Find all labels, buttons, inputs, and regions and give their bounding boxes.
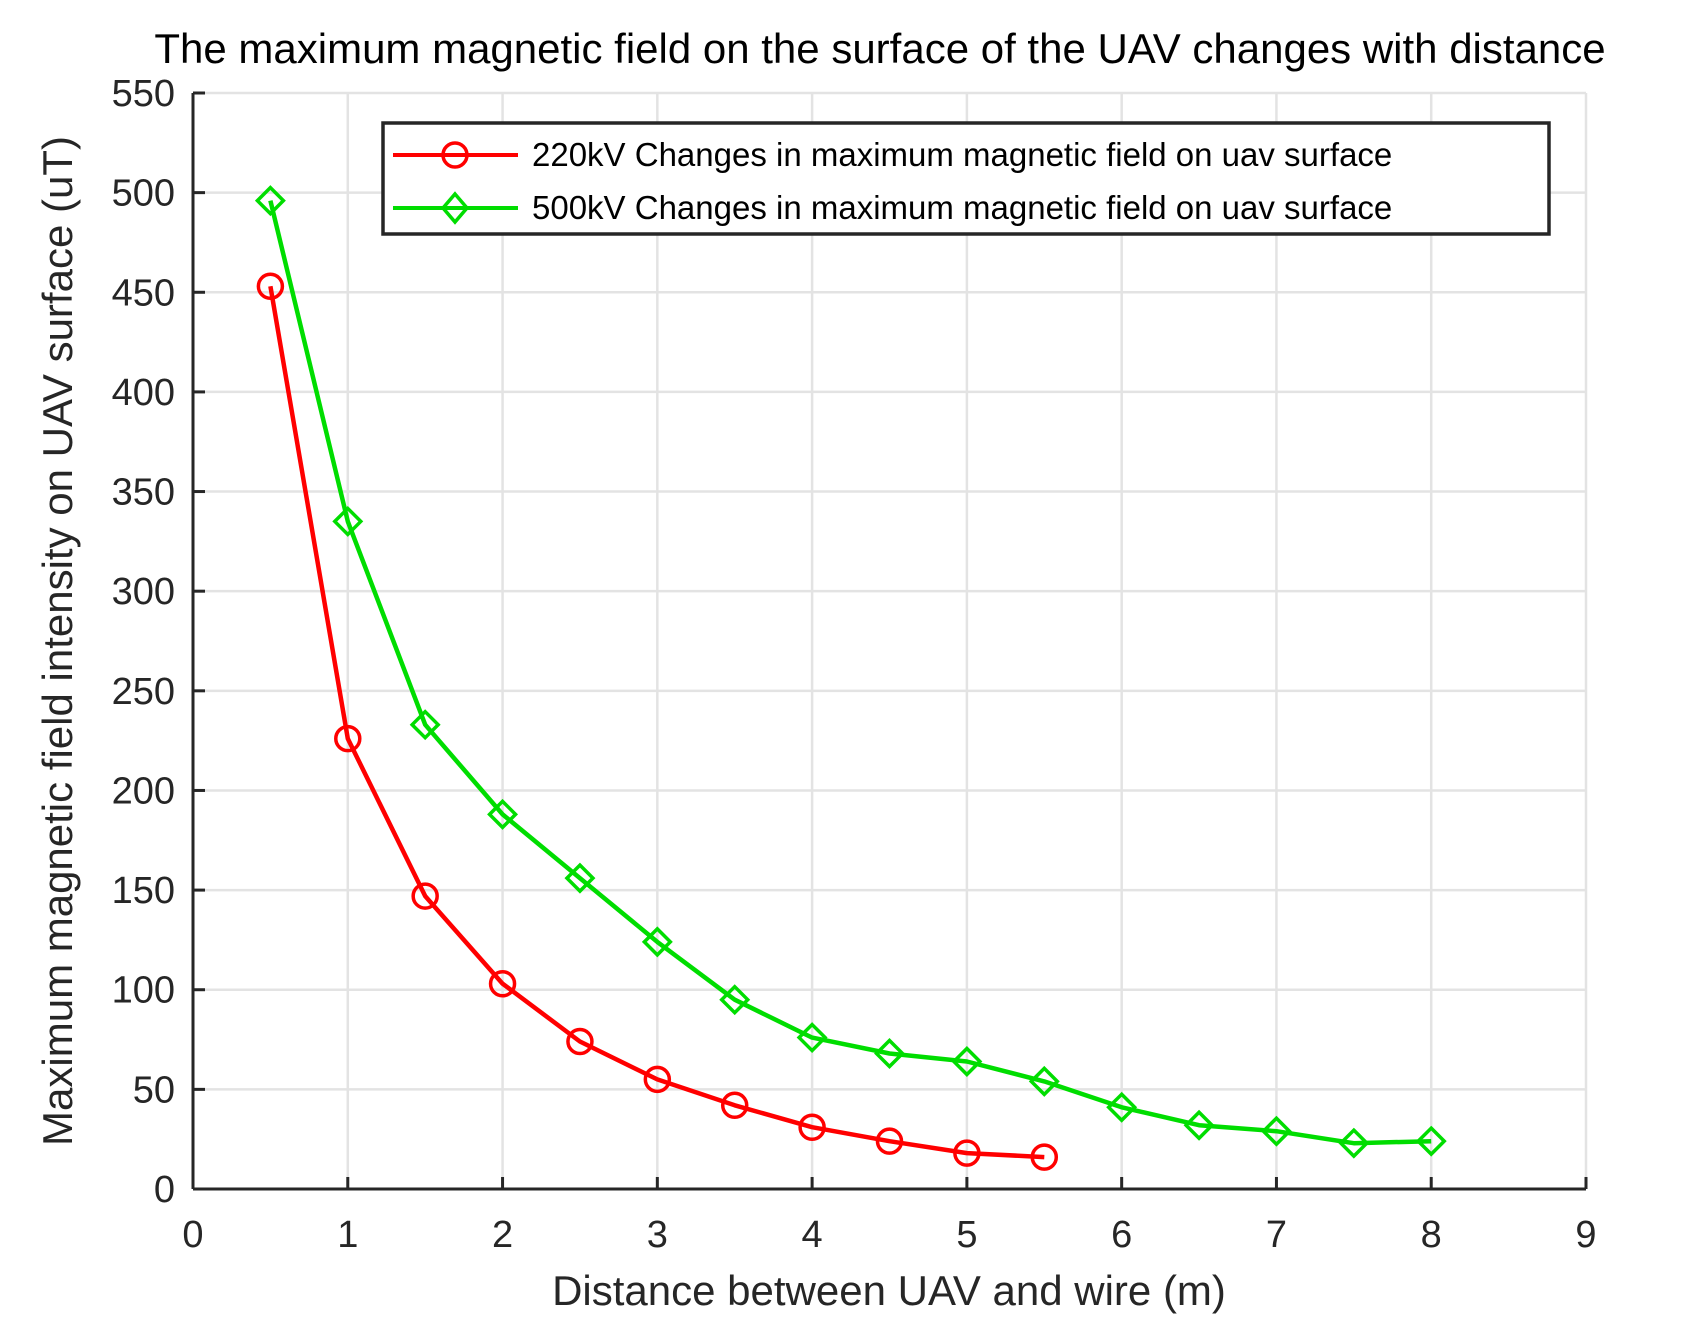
y-axis-ticks: 0 50 100 150 200 250 300 350 400 450 500 550 [112, 73, 205, 1211]
data-point-500kv [409, 709, 441, 741]
data-point-220kv [566, 1027, 594, 1056]
data-point-500kv [487, 798, 519, 830]
y-tick-label: 450 [112, 272, 175, 314]
y-tick-label: 350 [112, 472, 175, 514]
data-point-500kv [1106, 1091, 1138, 1123]
legend-marker-500kv [440, 191, 470, 225]
y-tick-label: 550 [112, 73, 175, 115]
x-tick-label: 6 [1111, 1214, 1132, 1256]
data-point-500kv [641, 926, 673, 958]
x-axis-ticks: 0 1 2 3 4 5 6 7 8 9 [182, 1177, 1597, 1256]
x-tick-label: 2 [492, 1214, 513, 1256]
x-tick-label: 4 [802, 1214, 823, 1256]
y-axis-title: Maximum magnetic field intensity on UAV … [34, 136, 81, 1146]
x-tick-label: 8 [1421, 1214, 1442, 1256]
data-point-500kv [874, 1038, 905, 1069]
data-point-500kv [1028, 1065, 1060, 1097]
x-axis-title: Distance between UAV and wire (m) [552, 1267, 1226, 1314]
legend-label-220kv: 220kV Changes in maximum magnetic field … [532, 136, 1392, 173]
y-tick-label: 400 [112, 372, 175, 414]
legend: 220kV Changes in maximum magnetic field … [381, 121, 1551, 236]
x-tick-label: 1 [337, 1214, 358, 1256]
y-tick-label: 500 [112, 173, 175, 215]
legend-marker-220kv [441, 141, 469, 169]
y-tick-label: 250 [112, 671, 175, 713]
series-group [254, 185, 1447, 1171]
data-point-500kv [1338, 1127, 1370, 1159]
x-tick-label: 5 [956, 1214, 977, 1256]
data-point-500kv [564, 862, 596, 894]
x-tick-label: 0 [182, 1214, 203, 1256]
data-point-500kv [951, 1045, 983, 1077]
data-point-220kv [953, 1139, 981, 1167]
series-line-220kv [268, 285, 1045, 1160]
data-point-500kv [1183, 1109, 1215, 1141]
data-point-220kv [643, 1065, 672, 1094]
x-tick-label: 3 [647, 1214, 668, 1256]
y-tick-label: 0 [154, 1169, 175, 1211]
data-point-500kv [796, 1022, 828, 1054]
data-point-220kv [720, 1091, 749, 1120]
plot-area [193, 93, 1586, 1189]
data-point-500kv [1415, 1125, 1447, 1157]
y-tick-label: 150 [112, 870, 175, 912]
data-point-220kv [488, 969, 517, 998]
x-tick-label: 7 [1266, 1214, 1287, 1256]
data-point-220kv [411, 882, 439, 910]
data-point-220kv [334, 724, 362, 753]
legend-label-500kv: 500kV Changes in maximum magnetic field … [532, 189, 1392, 226]
data-point-500kv [1260, 1115, 1292, 1147]
x-tick-label: 9 [1575, 1214, 1596, 1256]
data-point-220kv [798, 1113, 826, 1141]
data-point-500kv [719, 984, 751, 1016]
legend-box [381, 121, 1551, 236]
y-tick-label: 50 [133, 1069, 175, 1111]
y-tick-label: 100 [112, 970, 175, 1012]
y-tick-label: 200 [112, 770, 175, 812]
data-point-220kv [256, 272, 285, 301]
y-tick-label: 300 [112, 571, 175, 613]
series-line-500kv [268, 200, 1432, 1146]
chart-title: The maximum magnetic field on the surfac… [154, 25, 1605, 72]
data-point-500kv [332, 505, 364, 537]
data-point-220kv [1030, 1143, 1059, 1171]
grid [193, 91, 1588, 1189]
data-point-500kv [254, 185, 286, 217]
data-point-220kv [875, 1127, 904, 1155]
